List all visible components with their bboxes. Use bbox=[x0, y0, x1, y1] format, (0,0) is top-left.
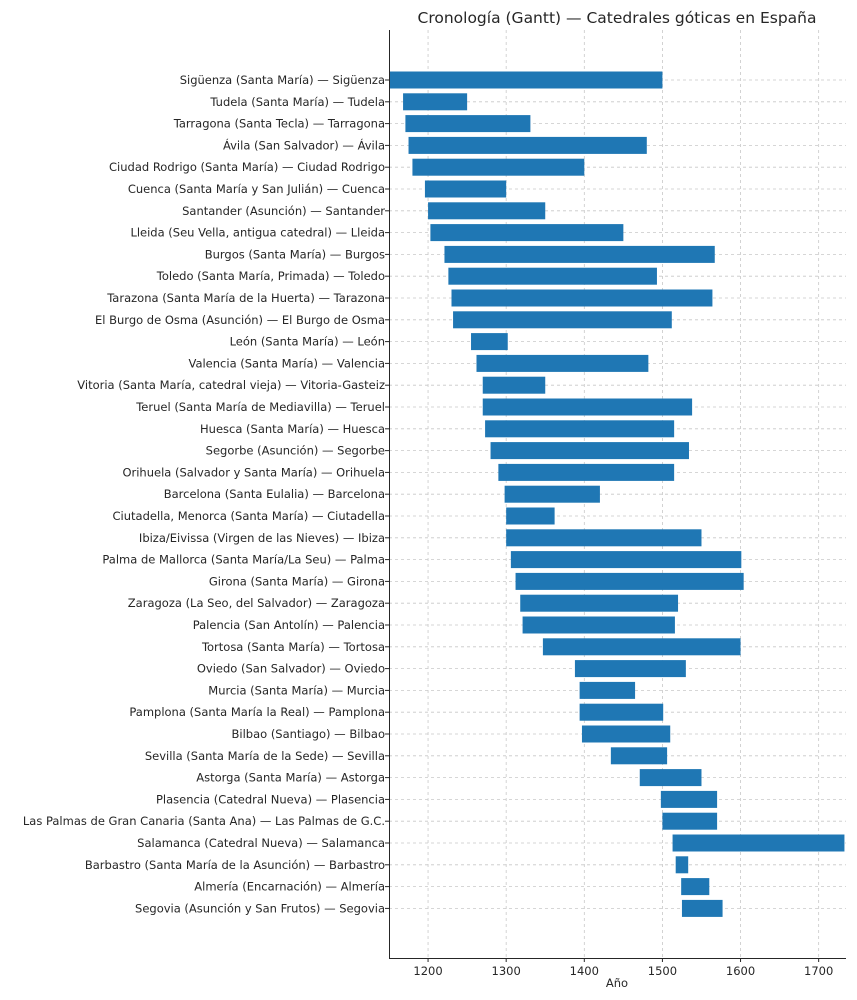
category-label: Teruel (Santa María de Mediavilla) — Ter… bbox=[135, 400, 385, 414]
category-label: Tudela (Santa María) — Tudela bbox=[209, 95, 385, 109]
category-label: Palencia (San Antolín) — Palencia bbox=[193, 618, 385, 632]
gantt-bar bbox=[403, 93, 468, 111]
category-labels: Sigüenza (Santa María) — Sigüenza Tudela … bbox=[23, 73, 385, 915]
category-label: Pamplona (Santa María la Real) — Pamplon… bbox=[129, 705, 385, 719]
gantt-bar bbox=[510, 551, 742, 569]
category-label: Almería (Encarnación) — Almería bbox=[194, 880, 385, 894]
category-label: Ibiza/Eivissa (Virgen de las Nieves) — I… bbox=[139, 531, 385, 545]
category-label: Toledo (Santa María, Primada) — Toledo bbox=[156, 269, 385, 283]
gantt-bar bbox=[412, 158, 585, 176]
category-label: Tortosa (Santa María) — Tortosa bbox=[201, 640, 385, 654]
gantt-bar bbox=[506, 507, 555, 525]
x-tick-label: 1200 bbox=[413, 964, 442, 978]
category-label: Vitoria (Santa María, catedral vieja) — … bbox=[77, 378, 385, 392]
gantt-bar bbox=[448, 267, 657, 285]
category-label: El Burgo de Osma (Asunción) — El Burgo d… bbox=[95, 313, 385, 327]
category-label: Plasencia (Catedral Nueva) — Plasencia bbox=[156, 792, 385, 806]
gantt-bar bbox=[476, 354, 649, 372]
category-label: Segovia (Asunción y San Frutos) — Segovi… bbox=[135, 901, 385, 915]
x-axis-title: Año bbox=[606, 976, 628, 990]
x-tick-label: 1400 bbox=[570, 964, 599, 978]
category-label: Salamanca (Catedral Nueva) — Salamanca bbox=[137, 836, 385, 850]
category-label: Zaragoza (La Seo, del Salvador) — Zarago… bbox=[128, 596, 385, 610]
gantt-bar bbox=[574, 660, 686, 678]
gantt-bar bbox=[639, 769, 702, 787]
category-label: Burgos (Santa María) — Burgos bbox=[205, 247, 385, 261]
gantt-bar bbox=[520, 594, 679, 612]
gantt-bar bbox=[405, 115, 531, 133]
gantt-bar bbox=[515, 572, 744, 590]
gantt-bar bbox=[485, 420, 675, 438]
gantt-bar bbox=[424, 180, 507, 198]
gantt-bar bbox=[672, 834, 845, 852]
x-tick-label: 1700 bbox=[804, 964, 833, 978]
category-label: Astorga (Santa María) — Astorga bbox=[196, 771, 385, 785]
category-label: Murcia (Santa María) — Murcia bbox=[208, 683, 385, 697]
gantt-bar bbox=[428, 202, 546, 220]
category-label: Barbastro (Santa María de la Asunción) —… bbox=[85, 858, 385, 872]
gantt-bar bbox=[498, 463, 675, 481]
gantt-bar bbox=[482, 376, 546, 394]
category-label: Las Palmas de Gran Canaria (Santa Ana) —… bbox=[23, 814, 385, 828]
gantt-bar bbox=[579, 681, 636, 699]
category-label: Palma de Mallorca (Santa María/La Seu) —… bbox=[102, 553, 385, 567]
category-label: Oviedo (San Salvador) — Oviedo bbox=[197, 662, 385, 676]
bars-layer bbox=[389, 71, 845, 917]
category-label: Ávila (San Salvador) — Ávila bbox=[223, 137, 385, 152]
chart-title: Cronología (Gantt) — Catedrales góticas … bbox=[418, 9, 817, 27]
category-label: Ciutadella, Menorca (Santa María) — Ciut… bbox=[113, 509, 385, 523]
category-label: Lleida (Seu Vella, antigua catedral) — L… bbox=[130, 226, 385, 240]
category-label: León (Santa María) — León bbox=[230, 335, 385, 349]
category-label: Segorbe (Asunción) — Segorbe bbox=[206, 444, 385, 458]
gantt-bar bbox=[471, 333, 508, 351]
gantt-bar bbox=[681, 878, 710, 896]
category-label: Sevilla (Santa María de la Sede) — Sevil… bbox=[145, 749, 385, 763]
category-label: Valencia (Santa María) — Valencia bbox=[188, 356, 385, 370]
category-label: Tarazona (Santa María de la Huerta) — Ta… bbox=[106, 291, 385, 305]
gantt-bar bbox=[490, 442, 689, 460]
x-tick-label: 1600 bbox=[726, 964, 755, 978]
gantt-bar bbox=[660, 790, 718, 808]
gantt-bar bbox=[444, 245, 715, 263]
gantt-bar bbox=[581, 725, 671, 743]
gantt-bar bbox=[610, 747, 668, 765]
gantt-bar bbox=[662, 812, 718, 830]
category-label: Barcelona (Santa Eulalia) — Barcelona bbox=[164, 487, 385, 501]
gantt-bar bbox=[451, 289, 713, 307]
gantt-bar bbox=[506, 529, 702, 547]
category-label: Orihuela (Salvador y Santa María) — Orih… bbox=[122, 465, 385, 479]
x-axis-ticks: 1200 1300 1400 1500 1600 1700 bbox=[385, 79, 833, 978]
x-tick-label: 1500 bbox=[648, 964, 677, 978]
category-label: Cuenca (Santa María y San Julián) — Cuen… bbox=[128, 182, 385, 196]
gantt-bar bbox=[675, 856, 689, 874]
category-label: Santander (Asunción) — Santander bbox=[182, 204, 385, 218]
x-tick-label: 1300 bbox=[492, 964, 521, 978]
gantt-bar bbox=[408, 136, 647, 154]
gantt-bar bbox=[482, 398, 693, 416]
category-label: Huesca (Santa María) — Huesca bbox=[200, 422, 385, 436]
gantt-bar bbox=[522, 616, 675, 634]
category-label: Tarragona (Santa Tecla) — Tarragona bbox=[173, 117, 385, 131]
gantt-bar bbox=[504, 485, 600, 503]
gantt-bar bbox=[579, 703, 664, 721]
gantt-bar bbox=[681, 899, 723, 917]
gantt-bar bbox=[389, 71, 663, 89]
category-label: Bilbao (Santiago) — Bilbao bbox=[232, 727, 386, 741]
category-label: Ciudad Rodrigo (Santa María) — Ciudad Ro… bbox=[109, 160, 385, 174]
gantt-bar bbox=[453, 311, 672, 329]
gantt-bar bbox=[430, 224, 624, 242]
category-label: Sigüenza (Santa María) — Sigüenza bbox=[180, 73, 385, 87]
gantt-bar bbox=[542, 638, 741, 656]
category-label: Girona (Santa María) — Girona bbox=[209, 574, 385, 588]
